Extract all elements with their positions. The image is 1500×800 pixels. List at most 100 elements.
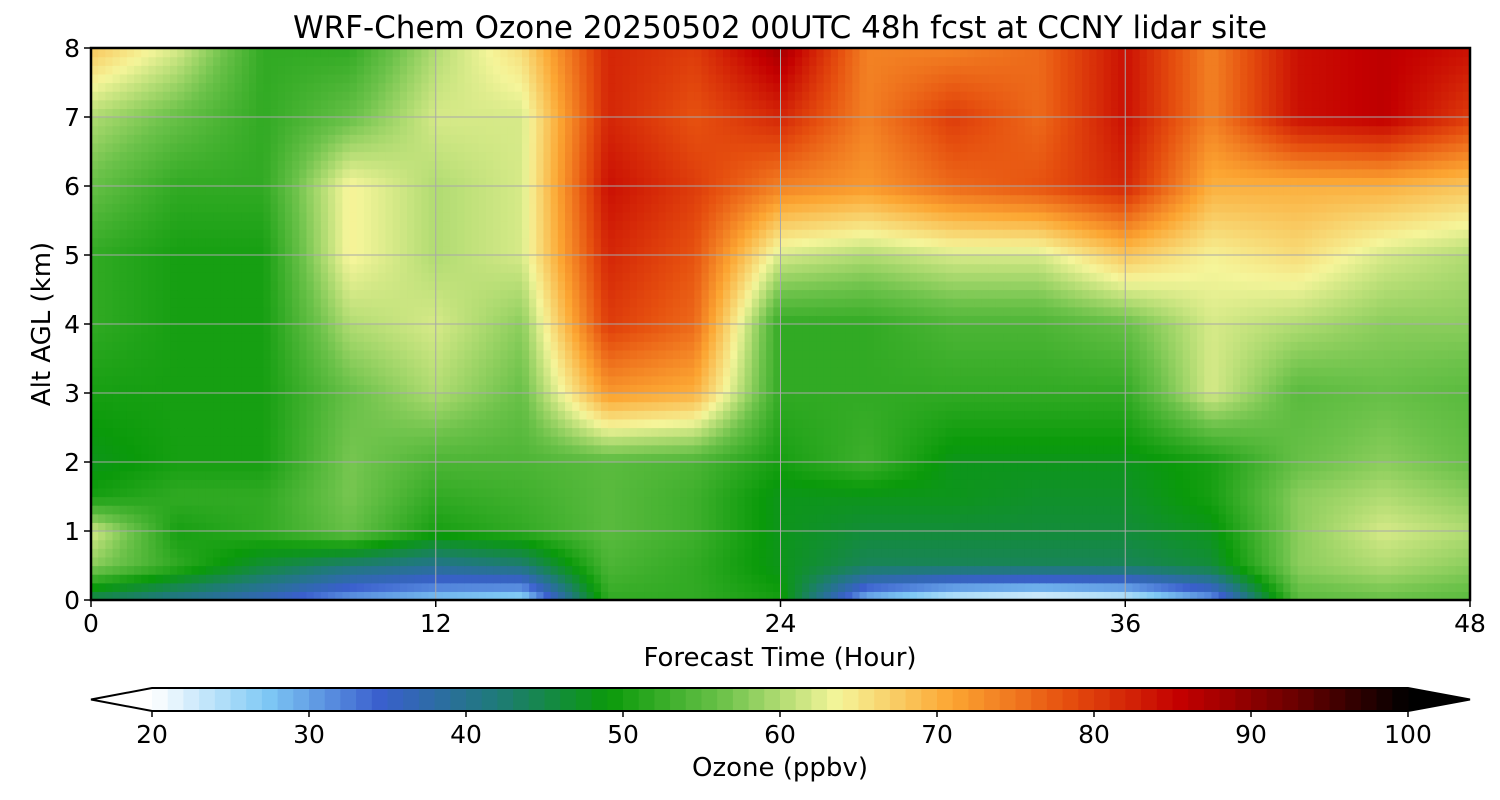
heatmap-cell [1089, 522, 1098, 532]
heatmap-cell [773, 513, 782, 523]
heatmap-cell [471, 565, 480, 575]
heatmap-cell [1189, 384, 1198, 394]
heatmap-cell [198, 487, 207, 498]
heatmap-cell [1125, 582, 1134, 592]
heatmap-cell [385, 384, 394, 394]
heatmap-cell [995, 496, 1004, 506]
heatmap-cell [407, 453, 415, 463]
heatmap-cell [629, 427, 638, 437]
heatmap-cell [1304, 565, 1313, 575]
heatmap-cell [1390, 427, 1399, 437]
heatmap-cell [1197, 565, 1205, 575]
heatmap-cell [852, 582, 861, 592]
heatmap-cell [1340, 522, 1349, 532]
heatmap-cell [1261, 418, 1270, 429]
heatmap-cell [141, 444, 150, 454]
heatmap-cell [378, 505, 387, 515]
heatmap-cell [773, 427, 782, 437]
heatmap-cell [464, 462, 473, 472]
heatmap-cell [1218, 436, 1227, 446]
heatmap-cell [249, 418, 257, 429]
heatmap-cell [802, 401, 810, 411]
heatmap-cell [888, 565, 897, 575]
heatmap-cell [399, 505, 408, 515]
heatmap-cell [758, 496, 767, 506]
heatmap-cell [687, 470, 695, 480]
heatmap-cell [924, 470, 932, 480]
heatmap-cell [471, 418, 480, 429]
heatmap-cell [730, 470, 738, 480]
heatmap-cell [967, 401, 976, 411]
heatmap-cell [1326, 470, 1335, 480]
heatmap-cell [249, 531, 257, 541]
heatmap-cell [162, 453, 171, 463]
heatmap-cell [658, 522, 667, 532]
heatmap-cell [442, 375, 451, 385]
heatmap-cell [938, 436, 947, 446]
heatmap-cell [909, 565, 918, 575]
heatmap-cell [1398, 401, 1406, 411]
heatmap-cell [328, 384, 336, 394]
heatmap-cell [679, 548, 688, 558]
heatmap-cell [924, 436, 932, 446]
heatmap-cell [1110, 582, 1119, 592]
heatmap-cell [924, 539, 932, 549]
heatmap-cell [543, 479, 552, 489]
heatmap-cell [1067, 479, 1076, 489]
heatmap-cell [98, 401, 106, 411]
heatmap-cell [1254, 591, 1263, 600]
heatmap-cell [399, 410, 408, 420]
heatmap-cell [399, 574, 408, 584]
heatmap-cell [1218, 565, 1227, 575]
heatmap-cell [1311, 591, 1320, 600]
heatmap-cell [328, 418, 336, 429]
heatmap-cell [593, 401, 602, 411]
heatmap-cell [960, 565, 968, 575]
heatmap-cell [967, 384, 976, 394]
heatmap-cell [1161, 410, 1169, 420]
heatmap-cell [134, 565, 142, 575]
heatmap-cell [1189, 513, 1198, 523]
heatmap-cell [873, 375, 882, 385]
heatmap-cell [1103, 548, 1112, 558]
heatmap-cell [1053, 453, 1062, 463]
heatmap-cell [1168, 384, 1177, 394]
heatmap-cell [873, 462, 882, 472]
heatmap-cell [263, 556, 272, 567]
heatmap-cell [1060, 375, 1069, 385]
heatmap-cell [134, 513, 142, 523]
heatmap-cell [1153, 436, 1162, 446]
heatmap-cell [586, 591, 595, 600]
heatmap-cell [1376, 548, 1385, 558]
heatmap-cell [1197, 436, 1205, 446]
heatmap-cell [600, 436, 609, 446]
heatmap-cell [514, 487, 523, 498]
heatmap-cell [1326, 375, 1335, 385]
heatmap-cell [981, 479, 990, 489]
heatmap-cell [471, 548, 480, 558]
heatmap-cell [1197, 505, 1205, 515]
heatmap-cell [1053, 548, 1062, 558]
heatmap-cell [787, 496, 796, 506]
heatmap-cell [960, 427, 968, 437]
heatmap-cell [1405, 375, 1414, 385]
heatmap-cell [328, 505, 336, 515]
heatmap-cell [521, 393, 530, 403]
heatmap-cell [435, 418, 444, 429]
heatmap-cell [837, 453, 846, 463]
heatmap-cell [213, 496, 221, 506]
heatmap-cell [191, 453, 200, 463]
heatmap-cell [1082, 384, 1090, 394]
heatmap-cell [1376, 556, 1385, 567]
heatmap-cell [866, 375, 875, 385]
heatmap-cell [1390, 574, 1399, 584]
heatmap-cell [1304, 496, 1313, 506]
heatmap-cell [809, 384, 818, 394]
heatmap-cell [1017, 591, 1026, 600]
heatmap-cell [744, 531, 753, 541]
heatmap-cell [284, 548, 293, 558]
heatmap-cell [1362, 548, 1371, 558]
heatmap-cell [1017, 487, 1026, 498]
heatmap-cell [1074, 462, 1083, 472]
heatmap-cell [1153, 427, 1162, 437]
